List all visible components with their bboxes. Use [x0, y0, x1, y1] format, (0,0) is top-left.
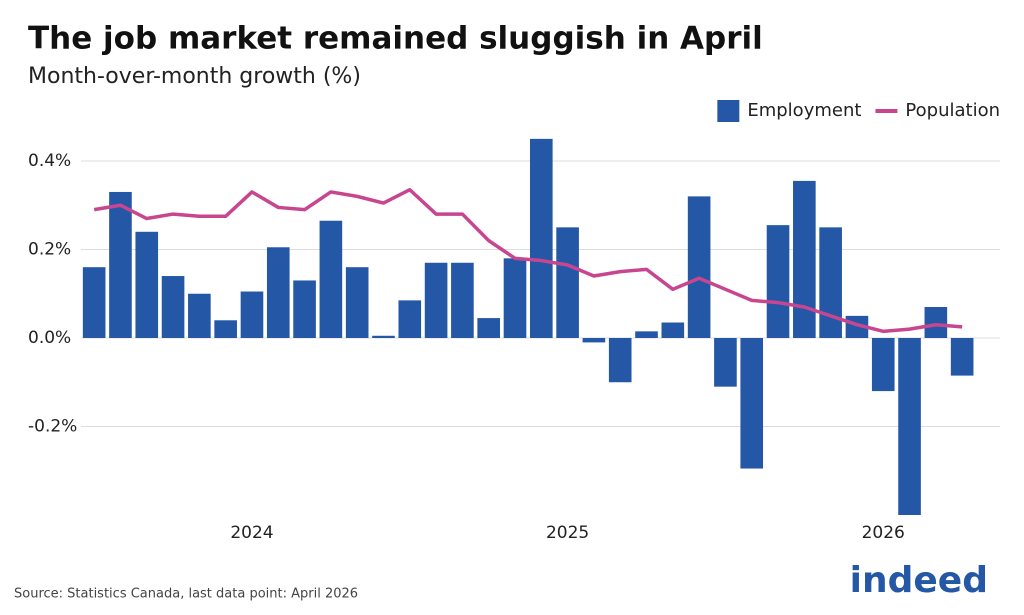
brand-logo: indeed	[850, 560, 988, 601]
legend-label: Employment	[747, 100, 861, 121]
y-tick-label: 0.4%	[28, 151, 71, 171]
bar	[608, 337, 632, 383]
chart-title: The job market remained sluggish in Apri…	[28, 21, 763, 57]
bar	[529, 138, 553, 338]
bar	[556, 227, 579, 338]
legend-swatch	[717, 100, 740, 122]
bar	[766, 225, 790, 338]
bar	[871, 337, 895, 392]
chart-subtitle: Month-over-month growth (%)	[28, 64, 361, 89]
x-tick-label: 2025	[546, 523, 589, 543]
source: Source: Statistics Canada, last data poi…	[14, 587, 358, 602]
bar	[266, 247, 290, 338]
bar	[188, 293, 211, 338]
bar	[793, 180, 816, 338]
bar	[582, 337, 606, 343]
bar	[714, 337, 737, 387]
bar	[293, 280, 316, 338]
x-tick-label: 2026	[862, 523, 905, 543]
bar	[398, 300, 422, 338]
bar	[240, 291, 264, 338]
bar	[503, 258, 527, 338]
bar	[661, 322, 685, 338]
legend-label: Population	[905, 100, 1000, 121]
bar	[687, 196, 711, 338]
bar	[319, 220, 343, 338]
bar	[214, 320, 237, 338]
y-tick-label: -0.2%	[28, 416, 77, 436]
bar	[135, 231, 159, 338]
bar	[424, 262, 448, 338]
y-tick-label: 0.0%	[28, 328, 71, 348]
x-tick-label: 2024	[230, 523, 273, 543]
bar	[898, 337, 921, 515]
bar	[109, 191, 132, 338]
bar	[82, 267, 106, 338]
bar	[924, 307, 948, 338]
bar	[451, 262, 474, 338]
bar	[819, 227, 842, 338]
bar	[477, 318, 501, 338]
bar	[345, 267, 369, 338]
bar	[740, 337, 764, 469]
bar	[372, 335, 395, 338]
bar	[161, 276, 185, 338]
bar	[950, 337, 974, 376]
bar	[635, 331, 658, 338]
y-tick-label: 0.2%	[28, 239, 71, 259]
line	[93, 187, 963, 334]
